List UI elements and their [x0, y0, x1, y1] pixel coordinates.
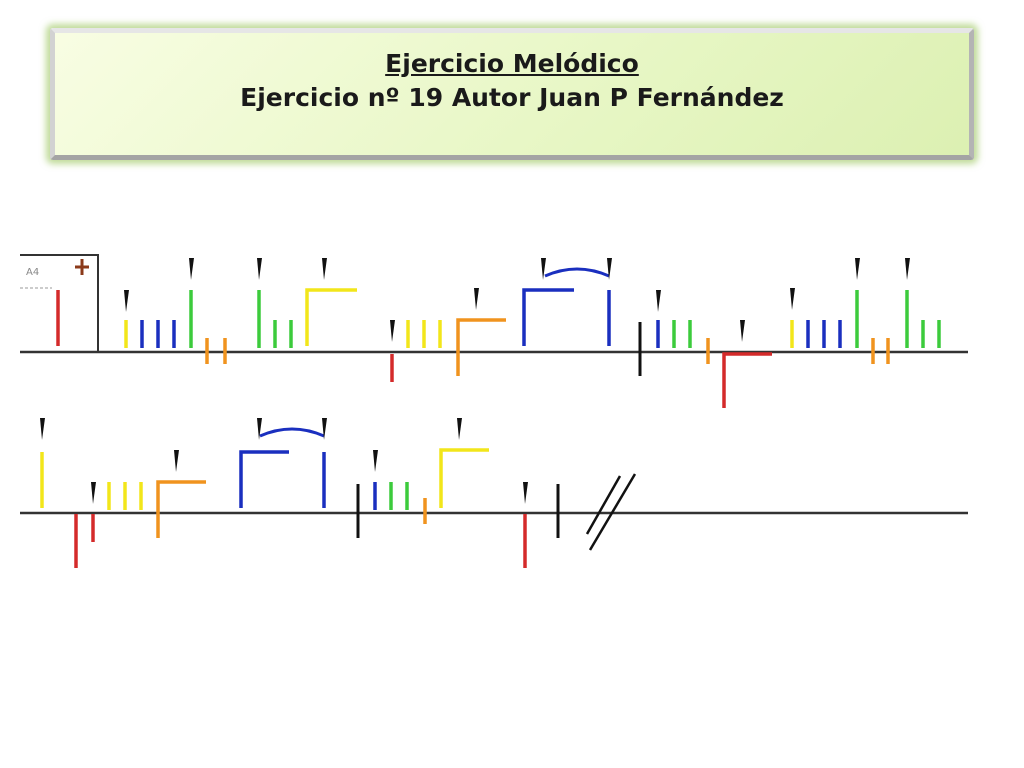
exercise-title: Ejercicio Melódico: [385, 49, 639, 78]
note-angle-red-down: [722, 352, 772, 408]
accent-mark: [322, 418, 327, 440]
accent-mark: [322, 258, 327, 280]
plus-icon: [75, 259, 89, 275]
note-angle-blue: [522, 288, 574, 346]
accent-mark: [174, 450, 179, 472]
accent-mark: [40, 418, 45, 440]
end-mark-line: [585, 475, 622, 535]
accent-mark: [656, 290, 661, 312]
accent-mark: [390, 320, 395, 342]
accent-mark: [790, 288, 795, 310]
accent-mark: [91, 482, 96, 504]
slur: [259, 427, 325, 438]
accent-mark: [855, 258, 860, 280]
clef-box: A4: [20, 254, 99, 352]
accent-mark: [373, 450, 378, 472]
notation-marks: [40, 258, 941, 568]
title-banner: Ejercicio Melódico Ejercicio nº 19 Autor…: [50, 28, 974, 160]
clef-label: A4: [26, 267, 39, 278]
accent-mark: [189, 258, 194, 280]
accent-mark: [905, 258, 910, 280]
accent-mark: [257, 258, 262, 280]
accent-mark: [523, 482, 528, 504]
accent-mark: [257, 418, 262, 440]
accent-mark: [607, 258, 612, 280]
accent-mark: [124, 290, 129, 312]
accent-mark: [740, 320, 745, 342]
note-angle-orange: [456, 318, 506, 376]
accent-mark: [474, 288, 479, 310]
note-angle-blue: [239, 450, 289, 508]
end-mark-line: [588, 473, 637, 551]
accent-mark: [541, 258, 546, 280]
note-angle-yellow: [305, 288, 357, 346]
note-angle-yellow: [439, 448, 489, 508]
slur: [544, 267, 610, 278]
accent-mark: [457, 418, 462, 440]
exercise-subtitle: Ejercicio nº 19 Autor Juan P Fernández: [240, 83, 784, 112]
note-angle-orange: [156, 480, 206, 538]
